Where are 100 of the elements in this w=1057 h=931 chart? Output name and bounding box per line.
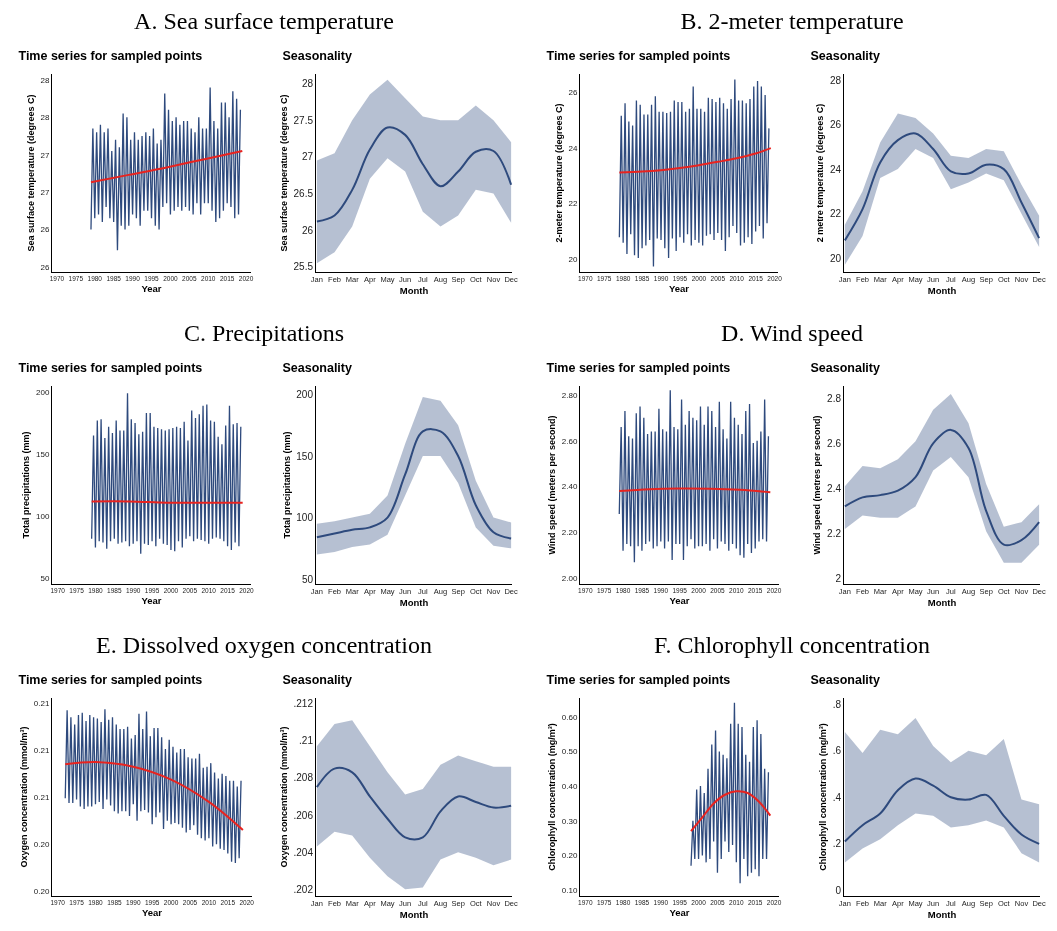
- y-tick-label: 20: [568, 255, 578, 265]
- x-axis-title: Month: [927, 909, 957, 921]
- y-tick-label: 0.30: [561, 816, 578, 826]
- y-tick-label: .204: [293, 846, 314, 858]
- chart-title: C. Precipitations: [183, 319, 345, 348]
- x-axis-title: Year: [141, 906, 163, 918]
- line-series: [690, 702, 770, 884]
- y-tick-label: 27: [301, 151, 314, 163]
- chart-subtitle: Time series for sampled points: [546, 48, 731, 63]
- y-tick-label: .202: [293, 883, 314, 895]
- line-series: [844, 428, 1040, 547]
- y-tick-label: 150: [36, 449, 50, 459]
- chart-subtitle: Time series for sampled points: [18, 48, 203, 63]
- y-tick-label: 26.5: [293, 188, 314, 200]
- y-tick-label: 28: [829, 74, 842, 86]
- line-series: [90, 86, 242, 251]
- chart-subtitle: Time series for sampled points: [546, 672, 731, 687]
- y-tick-label: 2: [835, 572, 842, 584]
- y-tick-label: 2.00: [561, 574, 578, 584]
- y-tick-label: 27: [40, 150, 50, 160]
- y-tick-label: 50: [301, 573, 314, 585]
- y-axis-title: 2-meter temperature (degrees C): [553, 103, 564, 243]
- y-axis-title: 2 metre temperature (degrees C): [815, 103, 826, 243]
- x-axis-title: Month: [399, 597, 429, 609]
- chart-title: Seasonality: [810, 672, 880, 687]
- chart-subtitle: Time series for sampled points: [18, 672, 203, 687]
- y-tick-label: 2.4: [827, 482, 842, 494]
- line-series: [844, 777, 1040, 845]
- y-tick-label: 26: [40, 262, 50, 272]
- line-series: [89, 149, 244, 184]
- y-tick-label: 200: [36, 387, 50, 397]
- y-tick-label: 2.20: [561, 528, 578, 538]
- line-series: [618, 78, 770, 268]
- y-tick-label: 150: [296, 450, 314, 462]
- y-tick-label: 0.21: [33, 746, 50, 756]
- y-tick-label: .4: [832, 791, 842, 803]
- y-tick-label: 100: [296, 512, 314, 524]
- y-tick-label: 25.5: [293, 261, 314, 273]
- x-axis-title: Month: [399, 285, 429, 297]
- y-tick-label: 0.60: [561, 712, 578, 722]
- y-tick-label: 27: [40, 187, 50, 197]
- y-tick-label: 2.80: [561, 390, 578, 400]
- y-tick-label: 26: [40, 225, 50, 235]
- chart-subtitle: Time series for sampled points: [546, 360, 731, 375]
- line-series: [690, 790, 772, 833]
- y-tick-label: 0.10: [561, 885, 578, 895]
- line-series: [64, 760, 244, 832]
- y-tick-label: 22: [829, 208, 842, 220]
- y-tick-label: .6: [832, 745, 842, 757]
- y-tick-label: .8: [832, 698, 842, 710]
- y-tick-label: 26: [829, 119, 842, 131]
- y-tick-label: 0: [835, 884, 842, 896]
- y-axis-title: Total precipitations (mm): [281, 431, 292, 539]
- chart-title: B. 2-meter temperature: [679, 7, 905, 36]
- y-tick-label: .206: [293, 809, 314, 821]
- y-tick-label: 0.20: [33, 886, 50, 896]
- y-axis-title: Sea surface temperature (degrees C): [278, 94, 289, 252]
- line-series: [844, 132, 1040, 242]
- y-tick-label: .212: [293, 698, 314, 710]
- y-tick-label: 2.6: [827, 437, 842, 449]
- chart-title: Seasonality: [282, 672, 352, 687]
- y-tick-label: 0.21: [33, 792, 50, 802]
- y-axis-title: Chlorophyll concentration (mg/m³): [818, 723, 829, 871]
- x-axis-title: Year: [141, 594, 162, 606]
- chart-title: F. Chlorophyll concentration: [652, 631, 931, 660]
- y-tick-label: 200: [296, 388, 314, 400]
- line-series: [316, 126, 512, 223]
- y-axis-title: Wind speed (metres per second): [812, 415, 823, 555]
- y-tick-label: 28: [301, 78, 314, 90]
- y-axis-title: Sea surface temperature (degrees C): [25, 94, 36, 252]
- y-tick-label: .2: [832, 838, 842, 850]
- y-tick-label: 100: [36, 512, 50, 522]
- y-axis-title: Oxygen concentration (mmol/m³): [278, 726, 289, 868]
- line-series: [64, 708, 242, 864]
- y-tick-label: 2.8: [827, 392, 842, 404]
- x-axis-title: Year: [669, 594, 690, 606]
- y-tick-label: 2.2: [827, 527, 842, 539]
- y-axis-title: Chlorophyll concentration (mg/m³): [547, 723, 558, 871]
- x-axis-title: Year: [668, 282, 690, 294]
- y-axis-title: Total precipitations (mm): [21, 431, 32, 539]
- chart-title: D. Wind speed: [720, 319, 864, 348]
- y-tick-label: 0.21: [33, 699, 50, 709]
- y-tick-label: 0.50: [561, 747, 578, 757]
- line-series: [91, 392, 242, 555]
- y-tick-label: .21: [299, 735, 314, 747]
- y-tick-label: 20: [829, 252, 842, 264]
- y-tick-label: .208: [293, 772, 314, 784]
- chart-title: Seasonality: [810, 48, 880, 63]
- x-axis-title: Month: [927, 597, 957, 609]
- x-axis-title: Year: [669, 906, 690, 918]
- y-tick-label: 28: [40, 75, 50, 85]
- chart-title: Seasonality: [282, 360, 352, 375]
- line-series: [618, 147, 772, 174]
- x-axis-title: Year: [141, 282, 162, 294]
- y-tick-label: 26: [568, 87, 578, 97]
- y-tick-label: 2.60: [561, 436, 578, 446]
- y-tick-label: 24: [568, 143, 578, 153]
- y-tick-label: 24: [829, 163, 842, 175]
- y-tick-label: 26: [301, 224, 314, 236]
- chart-title: Seasonality: [282, 48, 352, 63]
